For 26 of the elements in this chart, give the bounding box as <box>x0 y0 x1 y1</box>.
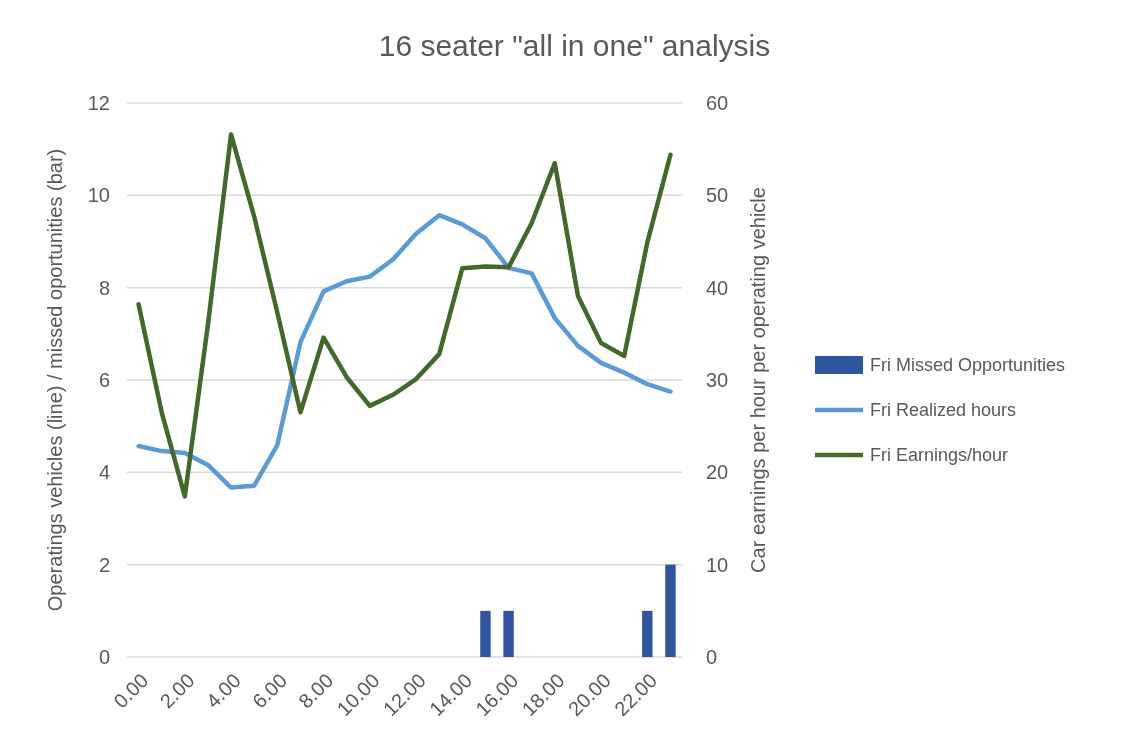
y2-tick-label: 10 <box>706 553 729 576</box>
y-tick-label: 2 <box>98 553 110 576</box>
y-tick-label: 12 <box>87 92 110 114</box>
chart-title: 16 seater "all in one" analysis <box>378 29 771 62</box>
y-tick-label: 4 <box>98 461 110 484</box>
y-tick-label: 0 <box>98 646 110 668</box>
y2-tick-label: 50 <box>706 184 729 207</box>
y-tick-label: 10 <box>87 184 110 207</box>
x-tick-label: 8.00 <box>294 669 338 713</box>
y-tick-label: 6 <box>98 369 110 391</box>
y2-axis-title: Car earnings per hour per operating vehicle <box>747 187 769 573</box>
y2-tick-label: 20 <box>706 461 729 484</box>
y2-tick-label: 0 <box>706 646 718 668</box>
legend-label: Fri Missed Opportunities <box>870 355 1066 376</box>
x-tick-label: 6.00 <box>248 669 292 713</box>
y2-tick-label: 30 <box>706 369 729 391</box>
x-tick-label: 4.00 <box>201 669 245 713</box>
line-series <box>136 132 673 499</box>
y2-tick-label: 60 <box>706 92 729 114</box>
x-tick-label: 0.00 <box>109 669 153 713</box>
y2-tick-label: 40 <box>706 276 729 299</box>
legend-label: Fri Earnings/hour <box>870 445 1009 466</box>
legend-label: Fri Realized hours <box>870 400 1017 421</box>
y-tick-label: 8 <box>98 276 110 299</box>
line-series <box>136 212 673 490</box>
y-axis-title: Operatings vehicles (line) / missed oportunities (bar) <box>44 148 66 612</box>
